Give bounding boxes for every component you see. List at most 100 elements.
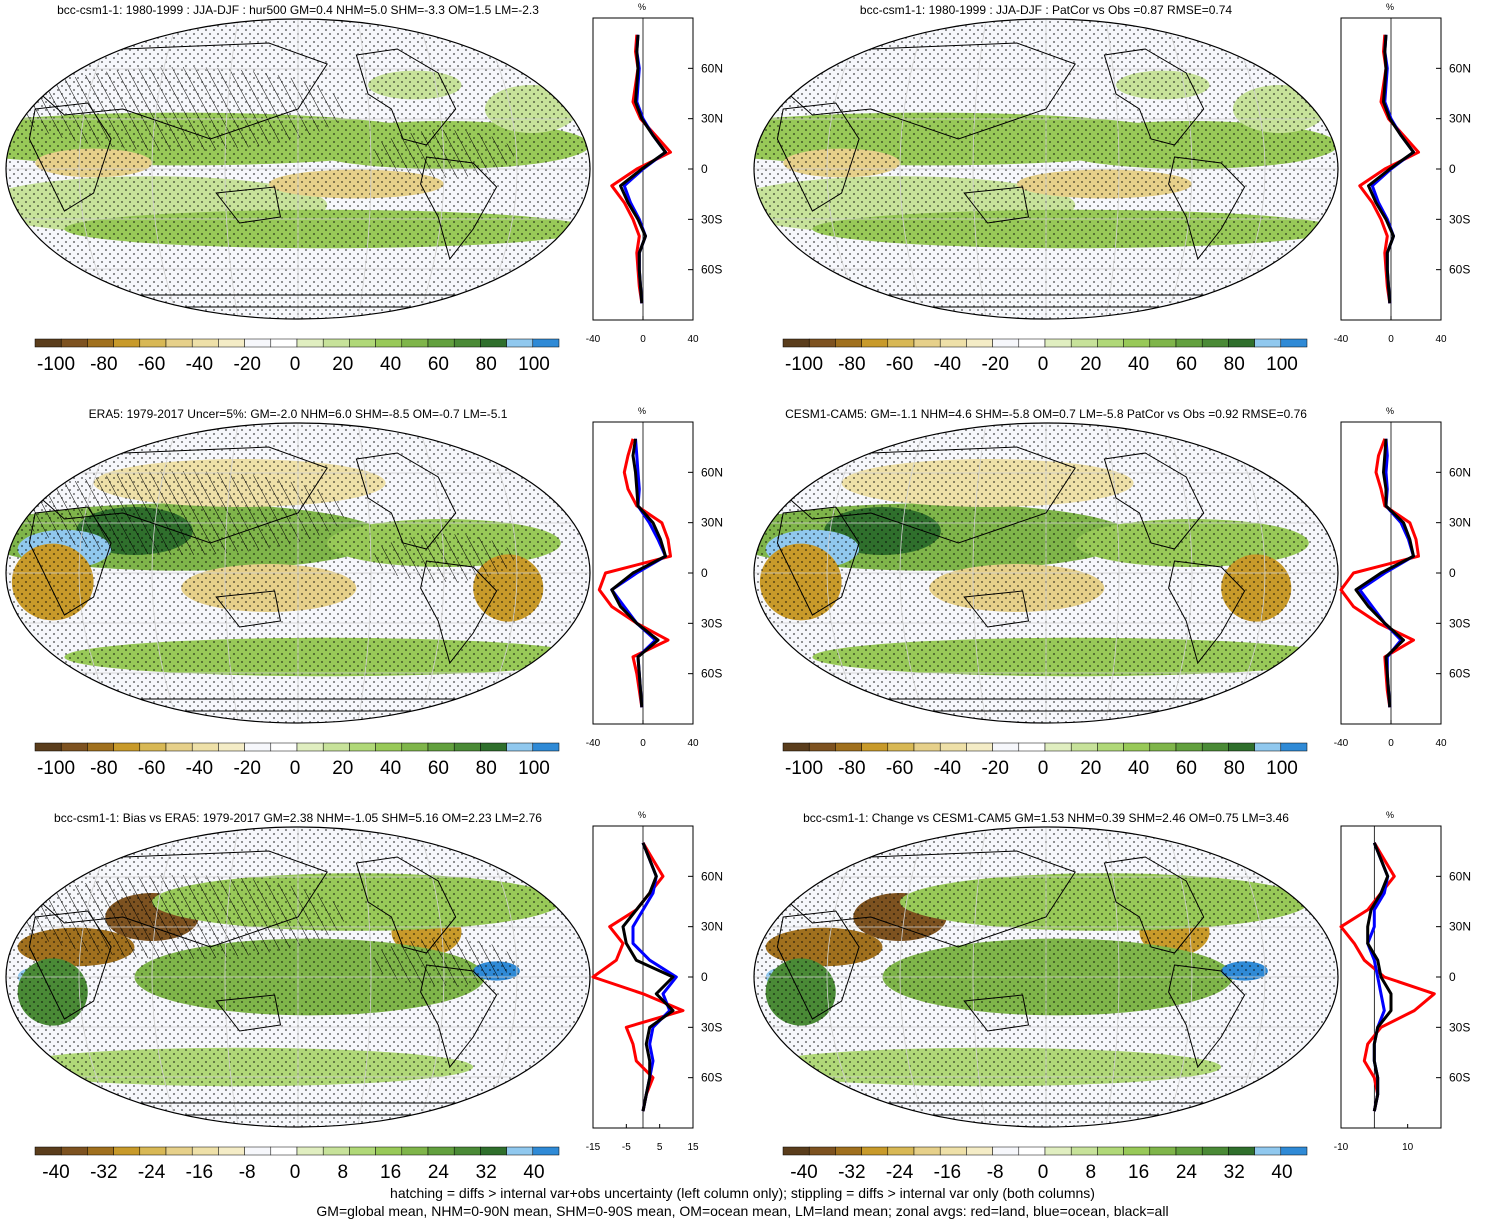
colorbar-swatch — [401, 338, 429, 348]
zonal-y-tick-label: 60S — [701, 263, 722, 277]
colorbar-swatch — [1280, 338, 1308, 348]
colorbar-swatch — [506, 742, 534, 752]
zonal-x-tick-label: -40 — [1334, 738, 1349, 749]
colorbar-tick-label: 20 — [332, 758, 353, 779]
graticule-line — [1165, 423, 1193, 723]
map-border — [5, 422, 591, 724]
colorbar-swatch — [1149, 338, 1177, 348]
colorbar-swatch — [1175, 338, 1203, 348]
colorbar-swatch — [532, 742, 560, 752]
zonal-y-tick-label: 60S — [701, 1071, 722, 1085]
colorbar-swatch — [1018, 742, 1046, 752]
colorbar-swatch — [1175, 1146, 1203, 1156]
zonal-series-ocean — [1370, 34, 1415, 304]
graticule-line — [357, 19, 372, 319]
colorbar-tick-label: 16 — [1128, 1162, 1149, 1183]
footnote-hatching: hatching = diffs > internal var+obs unce… — [390, 1185, 1095, 1201]
colorbar-swatch — [165, 1146, 193, 1156]
colorbar-tick-label: -80 — [90, 758, 117, 779]
coastline — [770, 850, 1076, 948]
zonal-series-ocean — [622, 34, 667, 304]
colorbar-tick-label: 60 — [428, 758, 449, 779]
colorbar-swatch — [296, 742, 324, 752]
colorbar-tick-label: -16 — [934, 1162, 961, 1183]
colorbar-swatch — [87, 742, 114, 752]
zonal-y-tick-label: 30N — [1449, 112, 1471, 126]
coastline — [22, 446, 328, 544]
colorbar-tick-label: -60 — [886, 758, 913, 779]
colorbar-tick-label: 40 — [1128, 758, 1149, 779]
colorbar-tick-label: -32 — [838, 1162, 865, 1183]
colorbar-swatch — [532, 338, 560, 348]
colorbar-tick-label: 40 — [380, 354, 401, 375]
zonal-y-tick-label: 60N — [1449, 61, 1471, 75]
colorbar-swatch — [270, 742, 298, 752]
colorbar-swatch — [835, 742, 862, 752]
colorbar-swatch — [139, 742, 167, 752]
colorbar-swatch — [887, 1146, 915, 1156]
zonal-y-tick-label: 30S — [1449, 616, 1470, 630]
colorbar-swatch — [427, 338, 455, 348]
colorbar-tick-label: -100 — [37, 354, 75, 375]
colorbar-swatch — [1123, 742, 1151, 752]
coastline — [963, 994, 1030, 1032]
colorbar-swatch — [861, 742, 889, 752]
colorbar-swatch — [1097, 742, 1124, 752]
colorbar-tick-label: -60 — [138, 758, 165, 779]
map-border — [753, 18, 1339, 320]
colorbar-tick-label: 40 — [523, 1162, 544, 1183]
colorbar-tick-label: -20 — [981, 758, 1008, 779]
zonal-y-tick-label: 60N — [701, 465, 723, 479]
chart-title: CESM1-CAM5: GM=-1.1 NHM=4.6 SHM=-5.8 OM=… — [785, 407, 1307, 421]
graticule-line — [417, 19, 445, 319]
colorbar-swatch — [1280, 1146, 1308, 1156]
zonal-series-all — [1354, 438, 1415, 708]
colorbar-tick-label: 0 — [1038, 354, 1049, 375]
coastline — [1103, 48, 1205, 146]
colorbar-tick-label: -100 — [785, 354, 823, 375]
zonal-axis-label: % — [638, 2, 646, 12]
colorbar-swatch — [218, 742, 245, 752]
map-border — [5, 18, 591, 320]
zonal-x-tick-label: -5 — [622, 1142, 631, 1153]
zonal-y-tick-label: 30S — [1449, 1020, 1470, 1034]
colorbar-swatch — [270, 338, 298, 348]
chart-panel-bottom-right: bcc-csm1-1: Change vs CESM1-CAM5 GM=1.53… — [753, 810, 1471, 1183]
zonal-y-tick-label: 30S — [1449, 212, 1470, 226]
zonal-y-tick-label: 30S — [701, 616, 722, 630]
colorbar-swatch — [349, 1146, 376, 1156]
colorbar-swatch — [1228, 338, 1255, 348]
colorbar-swatch — [808, 338, 836, 348]
colorbar-swatch — [453, 1146, 481, 1156]
colorbar-swatch — [887, 338, 915, 348]
colorbar-swatch — [835, 1146, 862, 1156]
colorbar-swatch — [191, 338, 219, 348]
world-map-robinson — [6, 423, 590, 723]
colorbar-swatch — [87, 1146, 114, 1156]
zonal-series-all — [1367, 34, 1415, 304]
colorbar-swatch — [1044, 1146, 1072, 1156]
colorbar-tick-label: -40 — [186, 758, 213, 779]
colorbar-swatch — [34, 1146, 62, 1156]
chart-panel-middle-left: ERA5: 1979-2017 Uncer=5%: GM=-2.0 NHM=6.… — [5, 406, 723, 779]
coastline — [1168, 156, 1246, 261]
colorbar-swatch — [34, 338, 62, 348]
colorbar-swatch — [887, 742, 915, 752]
colorbar-tick-label: 0 — [290, 1162, 301, 1183]
colorbar-tick-label: 60 — [428, 354, 449, 375]
zonal-y-tick-label: 30N — [701, 920, 723, 934]
colorbar-swatch — [296, 1146, 324, 1156]
colorbar-swatch — [913, 1146, 941, 1156]
colorbar-swatch — [401, 742, 429, 752]
zonal-y-tick-label: 30S — [701, 212, 722, 226]
colorbar-tick-label: 100 — [518, 354, 550, 375]
zonal-x-tick-label: 40 — [687, 334, 699, 345]
graticule-line — [1105, 19, 1120, 319]
colorbar-tick-label: 40 — [1271, 1162, 1292, 1183]
colorbar-swatch — [60, 338, 88, 348]
coastline — [28, 910, 112, 1020]
colorbar-tick-label: 8 — [1086, 1162, 1097, 1183]
coastline — [420, 964, 498, 1069]
zonal-y-tick-label: 0 — [701, 162, 708, 176]
graticule-line — [1105, 827, 1120, 1127]
